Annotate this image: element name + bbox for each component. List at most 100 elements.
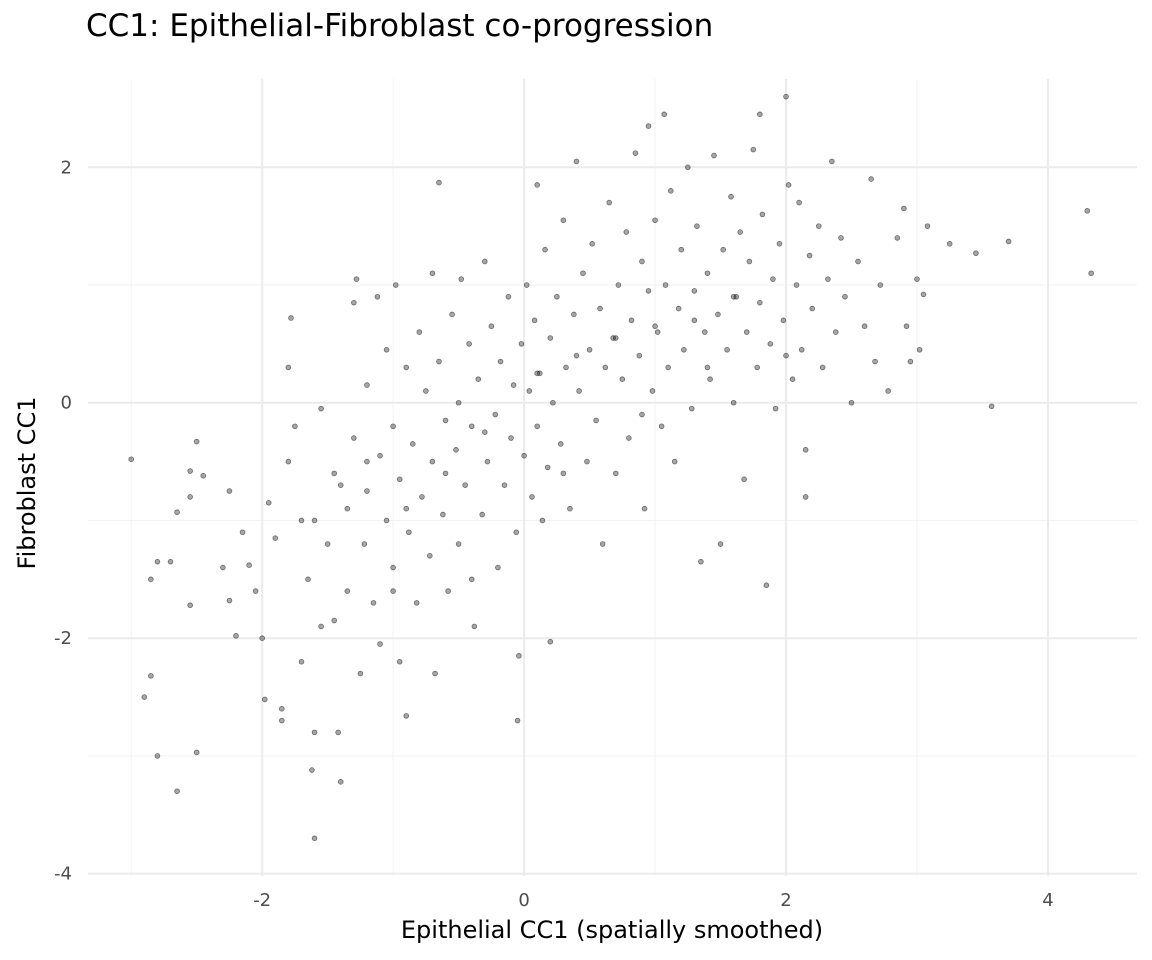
data-point	[351, 299, 357, 306]
data-point	[632, 150, 639, 156]
data-point	[285, 364, 292, 371]
data-point	[374, 293, 381, 300]
y-tick-label: 2	[61, 157, 72, 178]
data-point	[848, 399, 855, 406]
data-point	[825, 276, 831, 282]
data-point	[750, 146, 757, 153]
data-point	[652, 217, 658, 224]
data-point	[226, 488, 233, 494]
data-point	[645, 123, 652, 129]
y-tick-label: -2	[54, 628, 72, 649]
data-point	[429, 270, 436, 277]
data-point	[521, 452, 527, 459]
data-point	[442, 417, 449, 424]
data-point	[584, 458, 590, 465]
data-point	[174, 509, 180, 516]
data-point	[809, 305, 816, 312]
data-point	[423, 388, 429, 394]
data-point	[508, 435, 514, 441]
data-point	[466, 341, 472, 347]
data-point	[754, 364, 761, 371]
data-point	[335, 729, 341, 736]
data-point	[436, 358, 442, 365]
data-point	[187, 602, 193, 609]
data-point	[383, 517, 390, 524]
data-point	[455, 541, 462, 547]
data-point	[626, 435, 632, 441]
data-point	[557, 441, 564, 447]
data-point	[806, 252, 813, 259]
data-point	[715, 311, 721, 318]
data-point	[988, 403, 995, 410]
data-point	[479, 511, 485, 518]
data-point	[513, 529, 520, 536]
data-point	[661, 111, 668, 118]
data-point	[789, 376, 796, 382]
data-point	[531, 317, 538, 324]
data-point	[468, 576, 475, 583]
data-point	[780, 317, 787, 324]
data-point	[440, 511, 446, 518]
data-point	[475, 376, 482, 382]
data-point	[793, 282, 800, 288]
data-point	[331, 470, 338, 477]
data-point	[298, 517, 305, 524]
data-point	[628, 317, 635, 324]
data-point	[337, 482, 344, 488]
data-point	[924, 223, 931, 229]
data-point	[403, 364, 410, 371]
data-point	[717, 541, 724, 547]
data-point	[907, 358, 914, 365]
data-point	[903, 323, 910, 330]
data-point	[667, 188, 674, 194]
data-point	[832, 329, 839, 335]
data-point	[529, 494, 535, 500]
data-point	[154, 753, 161, 759]
data-point	[1005, 238, 1012, 245]
data-point	[842, 293, 848, 300]
data-point	[704, 270, 711, 277]
data-point	[728, 193, 734, 200]
data-point	[484, 458, 491, 465]
data-point	[445, 588, 451, 594]
data-point	[602, 364, 609, 371]
data-point	[482, 258, 488, 265]
data-point	[383, 346, 390, 353]
data-point	[547, 335, 554, 341]
data-point	[1084, 208, 1091, 214]
data-point	[406, 529, 412, 536]
data-point	[671, 458, 678, 465]
data-point	[174, 788, 180, 795]
data-point	[783, 93, 789, 100]
data-point	[819, 364, 826, 371]
chart-title: CC1: Epithelial-Fibroblast co-progressio…	[86, 8, 714, 44]
data-point	[730, 293, 737, 300]
data-point	[449, 311, 455, 318]
data-point	[396, 476, 403, 483]
data-point	[403, 505, 410, 512]
data-point	[678, 246, 685, 253]
data-point	[193, 749, 200, 756]
data-point	[658, 423, 665, 430]
data-point	[798, 346, 805, 353]
data-point	[364, 488, 370, 494]
data-point	[796, 199, 802, 206]
data-point	[691, 317, 698, 324]
data-point	[654, 329, 661, 335]
data-point	[458, 276, 465, 282]
x-tick-label: 2	[780, 890, 791, 911]
data-point	[547, 638, 554, 645]
data-point	[311, 517, 318, 524]
data-point	[337, 779, 344, 785]
data-point	[148, 673, 154, 679]
data-point	[894, 235, 901, 241]
data-point	[292, 423, 298, 430]
data-point	[501, 482, 508, 488]
data-point	[665, 364, 671, 371]
data-point	[510, 382, 517, 388]
data-point	[776, 241, 783, 247]
data-point	[763, 582, 770, 589]
data-point	[279, 706, 285, 712]
data-point	[148, 576, 154, 583]
